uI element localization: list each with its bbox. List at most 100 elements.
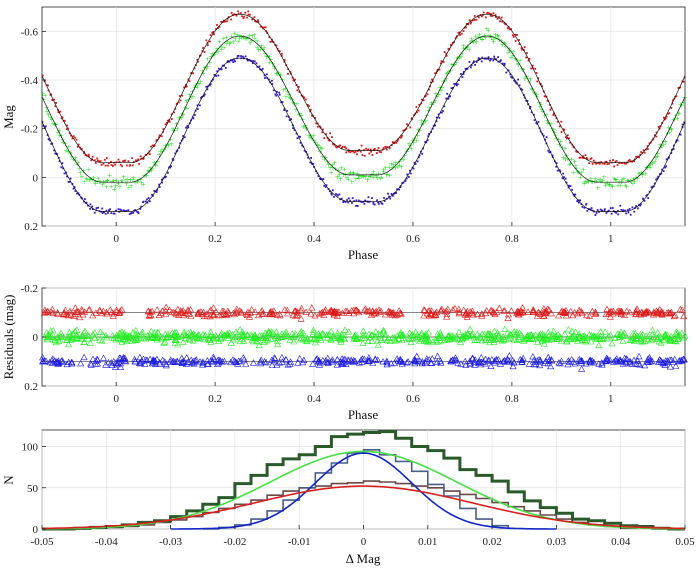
green-band-point: + xyxy=(90,176,95,184)
red-band-point xyxy=(142,156,145,159)
red-band-point xyxy=(331,136,333,139)
blue-band-point xyxy=(521,88,524,91)
blue-band-point xyxy=(72,187,75,190)
blue-band-point xyxy=(48,139,51,142)
blue-band-point xyxy=(598,210,600,213)
blue-residual-marker xyxy=(477,353,485,361)
red-band-point xyxy=(501,20,504,23)
green-band-point: + xyxy=(375,174,380,182)
green-band-point: + xyxy=(247,31,252,39)
red-residual-marker xyxy=(547,309,555,317)
blue-residual-marker xyxy=(557,357,566,364)
y-tick-label: 0.2 xyxy=(24,381,38,393)
x-tick-label: -0.02 xyxy=(223,536,246,548)
blue-band-point xyxy=(469,66,472,69)
blue-band-point xyxy=(662,170,665,173)
green-band-point: + xyxy=(578,174,583,182)
blue-band-point xyxy=(312,162,315,165)
green-band-point: + xyxy=(596,176,601,184)
blue-band-point xyxy=(232,61,235,64)
green-band-point: + xyxy=(60,139,65,147)
green-band-point: + xyxy=(120,177,125,185)
green-band-point: + xyxy=(478,34,483,42)
red-residual-marker xyxy=(591,308,599,315)
green-band-point: + xyxy=(229,32,234,40)
blue-band-point xyxy=(481,56,484,59)
red-residual-marker xyxy=(638,308,646,315)
red-residual-marker xyxy=(678,306,686,313)
green-band-point: + xyxy=(464,44,469,52)
blue-band-point xyxy=(545,136,548,139)
blue-band-point xyxy=(328,190,331,193)
blue-band-point xyxy=(212,78,214,81)
green-band-point: + xyxy=(84,176,89,184)
blue-band-point xyxy=(383,200,386,202)
blue-residual-marker xyxy=(531,358,539,365)
green-band-point: + xyxy=(619,176,624,184)
blue-band-point xyxy=(569,185,572,187)
green-residual-marker xyxy=(91,334,99,341)
blue-band-point xyxy=(409,172,412,175)
blue-residual-marker xyxy=(535,355,543,363)
red-band-point xyxy=(601,162,604,165)
blue-residual-marker xyxy=(48,359,56,366)
green-band-point: + xyxy=(336,166,341,174)
blue-residual-marker xyxy=(190,360,198,367)
green-band-point: + xyxy=(431,99,436,107)
red-band-point xyxy=(363,149,365,152)
blue-residual-marker xyxy=(374,356,382,363)
red-band-point xyxy=(397,138,400,141)
green-residual-marker xyxy=(495,330,503,338)
green-residual-marker xyxy=(667,336,675,343)
blue-band-point xyxy=(614,211,617,213)
green-band-point: + xyxy=(473,33,478,41)
red-band-point xyxy=(114,163,117,166)
green-band-point: + xyxy=(214,45,219,53)
green-band-point: + xyxy=(665,130,670,138)
red-band-point xyxy=(41,74,44,77)
green-band-point: + xyxy=(134,177,139,185)
green-band-point: + xyxy=(244,35,249,43)
blue-band-point xyxy=(558,169,561,172)
green-band-point: + xyxy=(521,66,526,74)
green-band-point: + xyxy=(589,178,594,186)
red-residual-marker xyxy=(187,312,195,319)
blue-band-point xyxy=(252,60,255,62)
blue-band-point xyxy=(407,176,410,178)
green-band-point: + xyxy=(414,137,419,145)
red-band-point xyxy=(142,158,145,160)
blue-band-point xyxy=(58,160,61,162)
green-band-point: + xyxy=(457,53,462,61)
red-residual-marker xyxy=(606,313,614,320)
red-band-point xyxy=(66,124,68,127)
green-residual-marker xyxy=(605,332,613,340)
green-residual-marker xyxy=(60,333,68,340)
red-band-point xyxy=(51,99,54,102)
green-residual-marker xyxy=(436,334,444,341)
blue-band-point xyxy=(67,180,70,183)
red-residual-marker xyxy=(212,308,220,315)
red-residual-marker xyxy=(518,308,526,315)
blue-band-point xyxy=(452,86,454,89)
green-residual-marker xyxy=(267,329,275,337)
blue-band-point xyxy=(261,67,264,70)
green-residual-marker xyxy=(630,337,638,344)
green-residual-marker xyxy=(326,330,334,338)
red-residual-marker xyxy=(583,311,591,319)
blue-residual-marker xyxy=(242,360,250,367)
green-band-point: + xyxy=(128,182,133,190)
blue-residual-marker xyxy=(505,352,513,359)
green-band-point: + xyxy=(556,135,561,143)
red-residual-marker xyxy=(177,308,185,315)
blue-residual-marker xyxy=(299,358,307,366)
blue-residual-marker xyxy=(414,358,422,365)
red-band-point xyxy=(329,132,332,135)
green-residual-marker xyxy=(43,328,51,336)
green-band-point: + xyxy=(360,172,365,180)
green-band-point: + xyxy=(237,32,242,40)
green-band-point: + xyxy=(445,69,450,77)
blue-band-point xyxy=(101,212,104,214)
red-band-point xyxy=(137,158,140,161)
blue-band-point xyxy=(474,63,476,66)
green-band-point: + xyxy=(645,164,650,172)
